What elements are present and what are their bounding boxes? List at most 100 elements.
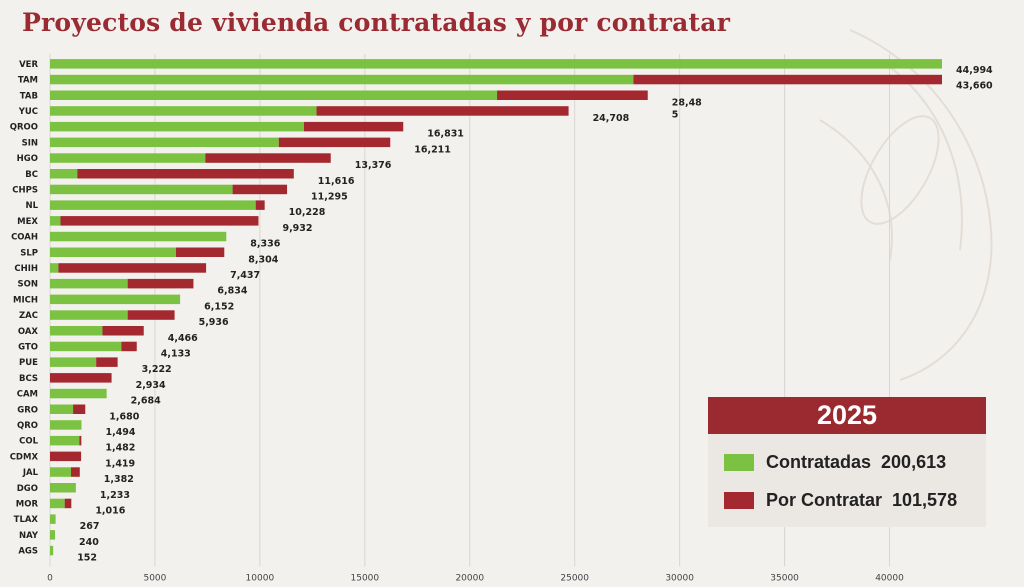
contratadas-label: Contratadas	[766, 451, 872, 472]
category-label: TAB	[20, 91, 38, 101]
value-label: 16,831	[427, 129, 464, 140]
value-label: 28,48	[672, 97, 702, 108]
value-label: 4,133	[161, 348, 191, 359]
value-label: 2,934	[136, 380, 166, 391]
value-label: 1,419	[105, 458, 135, 469]
bar-contratadas	[50, 137, 279, 148]
bar-por-contratar	[278, 137, 391, 148]
value-label: 5,936	[199, 317, 229, 328]
bar-por-contratar	[102, 326, 144, 336]
category-label: QROO	[10, 123, 38, 133]
x-axis-ticks: 0 5000 10000 15000 20000 25000 30000 35000 40000	[47, 573, 904, 583]
bar-contratadas	[50, 200, 256, 210]
bar-contratadas	[50, 326, 103, 336]
value-label: 1,680	[109, 411, 139, 422]
por-contratar-total: 101,578	[892, 489, 958, 510]
value-label: 13,376	[355, 160, 392, 171]
bar-contratadas	[50, 435, 80, 446]
category-label: CHPS	[12, 185, 38, 195]
value-label: 1,482	[105, 443, 135, 454]
value-label: 267	[80, 521, 100, 532]
bar-por-contratar	[60, 216, 259, 226]
value-label: 10,228	[289, 207, 326, 218]
bar-contratadas	[50, 231, 227, 242]
category-label: MOR	[16, 499, 39, 509]
bar-contratadas	[50, 59, 942, 69]
value-label: 16,211	[414, 144, 451, 155]
value-label: 1,382	[104, 474, 134, 485]
value-label: 9,932	[282, 223, 312, 234]
value-label: 11,295	[311, 191, 348, 202]
bar-contratadas	[50, 420, 82, 430]
contratadas-total: 200,613	[881, 451, 947, 472]
bar-contratadas	[50, 184, 233, 195]
bar-contratadas	[50, 153, 206, 163]
bar-contratadas	[50, 545, 54, 556]
value-label: 43,660	[956, 81, 993, 92]
por-contratar-swatch	[724, 491, 754, 509]
category-label: OAX	[18, 327, 39, 337]
bar-por-contratar	[70, 467, 80, 477]
x-tick-label: 15000	[351, 573, 380, 583]
value-label: 3,222	[142, 364, 172, 375]
value-label: 4,466	[168, 333, 198, 344]
bar-por-contratar	[50, 373, 112, 383]
value-label: 7,437	[230, 270, 260, 281]
bar-por-contratar	[633, 74, 942, 85]
bar-por-contratar	[79, 435, 82, 446]
category-label: MEX	[17, 217, 38, 227]
category-label: PUE	[19, 358, 38, 368]
category-label: JAL	[22, 468, 39, 478]
category-label: NAY	[19, 531, 39, 541]
category-label: QRO	[17, 421, 38, 431]
bar-por-contratar	[175, 247, 225, 257]
bar-contratadas	[50, 216, 61, 226]
bar-contratadas	[50, 530, 56, 540]
value-label: 1,233	[100, 490, 130, 501]
category-labels: VER TAM TAB YUC QROO SIN HGO BC CHPS NL MEX COAH SLP…	[10, 60, 39, 557]
category-label: CAM	[17, 390, 38, 400]
category-label: GTO	[18, 342, 38, 352]
value-label: 44,994	[956, 65, 993, 76]
category-label: VER	[19, 60, 38, 70]
bar-contratadas	[50, 106, 317, 116]
x-tick-label: 0	[47, 573, 53, 583]
value-label: 152	[77, 553, 97, 564]
bar-por-contratar	[205, 153, 331, 163]
bar-por-contratar	[96, 357, 118, 367]
value-label: 240	[79, 537, 99, 548]
bar-por-contratar	[255, 200, 265, 210]
bar-contratadas	[50, 278, 128, 289]
por-contratar-label: Por Contratar	[766, 489, 883, 510]
x-tick-label: 40000	[875, 573, 904, 583]
bars	[50, 59, 942, 556]
category-label: TLAX	[14, 515, 39, 525]
bar-contratadas	[50, 121, 304, 132]
x-tick-label: 10000	[246, 573, 275, 583]
category-label: SIN	[22, 138, 38, 148]
category-label: YUC	[18, 107, 38, 117]
value-label: 8,304	[248, 254, 278, 265]
bar-contratadas	[50, 467, 71, 477]
bar-contratadas	[50, 483, 76, 493]
category-label: COL	[19, 437, 38, 447]
x-tick-label: 30000	[665, 573, 694, 583]
category-label: BC	[25, 170, 38, 180]
contratadas-swatch	[724, 453, 754, 471]
legend-panel: 2025 Contratadas 200,613 Por Contratar 1…	[708, 397, 986, 527]
legend-year: 2025	[708, 397, 986, 434]
value-label: 6,834	[217, 286, 247, 297]
x-tick-label: 20000	[455, 573, 484, 583]
category-label: GRO	[17, 405, 38, 415]
x-tick-label: 5000	[143, 573, 166, 583]
bar-por-contratar	[232, 184, 288, 195]
chart-title: Proyectos de vivienda contratadas y por …	[22, 8, 731, 37]
bar-por-contratar	[316, 106, 569, 116]
bar-contratadas	[50, 498, 65, 509]
bar-contratadas	[50, 74, 634, 85]
bar-por-contratar	[303, 121, 404, 132]
legend-por-contratar: Por Contratar 101,578	[724, 489, 957, 511]
value-label: 5	[672, 109, 679, 120]
bar-por-contratar	[73, 404, 86, 414]
